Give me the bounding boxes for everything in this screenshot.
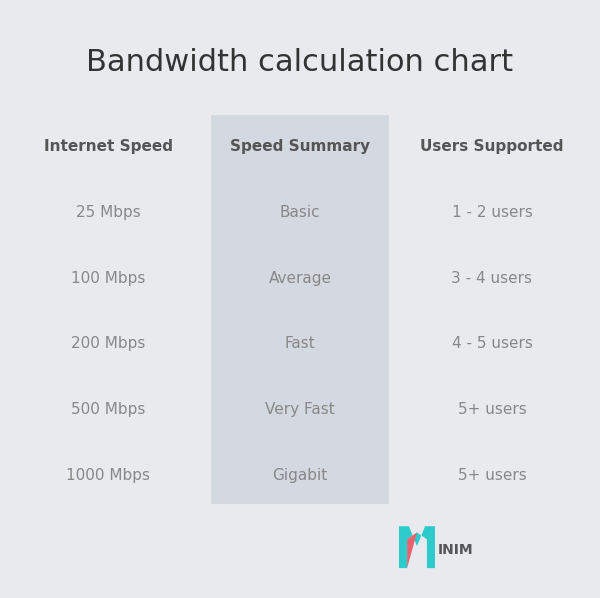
Text: 500 Mbps: 500 Mbps bbox=[71, 402, 145, 417]
Text: Fast: Fast bbox=[284, 336, 316, 352]
Text: Basic: Basic bbox=[280, 205, 320, 220]
Bar bbox=[211, 115, 389, 504]
Text: Users Supported: Users Supported bbox=[420, 139, 564, 154]
Text: 200 Mbps: 200 Mbps bbox=[71, 336, 145, 352]
Text: Average: Average bbox=[269, 270, 331, 286]
Text: 5+ users: 5+ users bbox=[458, 402, 526, 417]
Text: 1000 Mbps: 1000 Mbps bbox=[66, 468, 150, 483]
Polygon shape bbox=[407, 532, 417, 568]
Text: Bandwidth calculation chart: Bandwidth calculation chart bbox=[86, 48, 514, 77]
Text: 1 - 2 users: 1 - 2 users bbox=[452, 205, 532, 220]
Text: Very Fast: Very Fast bbox=[265, 402, 335, 417]
Polygon shape bbox=[399, 526, 435, 568]
Text: 25 Mbps: 25 Mbps bbox=[76, 205, 140, 220]
Text: Internet Speed: Internet Speed bbox=[44, 139, 173, 154]
Text: Gigabit: Gigabit bbox=[272, 468, 328, 483]
Text: INIM: INIM bbox=[438, 543, 473, 557]
Text: 3 - 4 users: 3 - 4 users bbox=[451, 270, 533, 286]
Text: Speed Summary: Speed Summary bbox=[230, 139, 370, 154]
Text: 4 - 5 users: 4 - 5 users bbox=[452, 336, 532, 352]
Text: 5+ users: 5+ users bbox=[458, 468, 526, 483]
Text: 100 Mbps: 100 Mbps bbox=[71, 270, 145, 286]
